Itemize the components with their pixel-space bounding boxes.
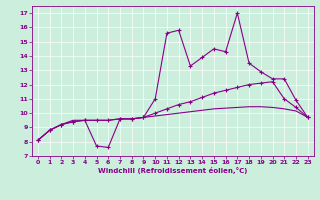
X-axis label: Windchill (Refroidissement éolien,°C): Windchill (Refroidissement éolien,°C) xyxy=(98,167,247,174)
